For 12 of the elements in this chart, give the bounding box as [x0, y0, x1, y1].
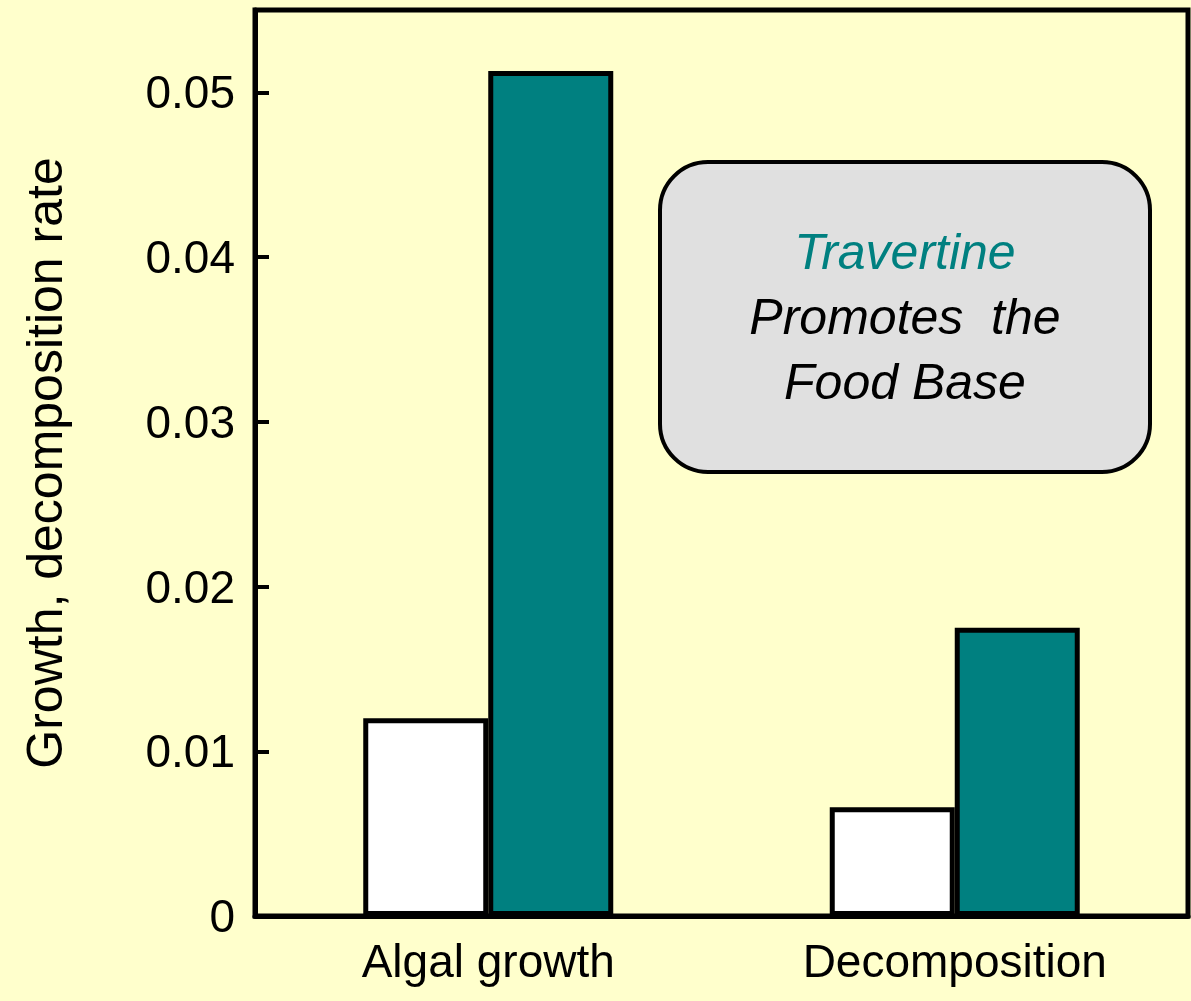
y-axis-title: Growth, decomposition rate — [17, 157, 73, 769]
x-tick-label: Algal growth — [361, 935, 615, 987]
y-tick-label: 0.01 — [145, 725, 235, 778]
y-tick-label: 0.03 — [145, 395, 235, 448]
annotation: Promotes the Food Base — [748, 287, 1062, 412]
y-tick-label: 0.05 — [145, 66, 235, 119]
callout-box: Travertine Promotes the Food Base — [658, 160, 1152, 474]
y-tick-label: 0.04 — [145, 231, 235, 284]
x-tick-label: Decomposition — [802, 935, 1107, 987]
y-tick-label: 0.02 — [145, 560, 235, 613]
y-tick-label: 0 — [209, 890, 235, 942]
annotation: Travertine — [793, 222, 1017, 282]
